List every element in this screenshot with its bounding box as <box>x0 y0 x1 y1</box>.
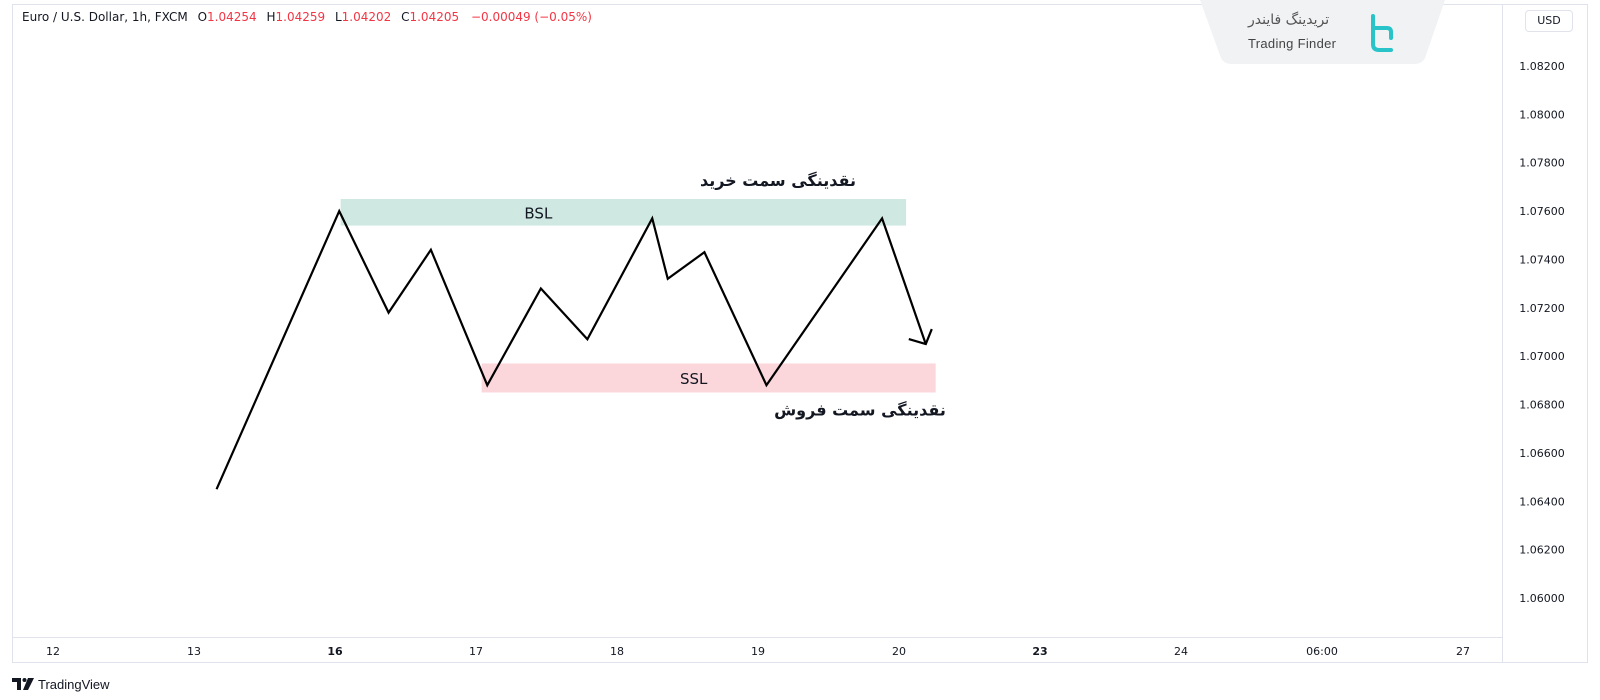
low-value: 1.04202 <box>341 10 392 24</box>
plot-area[interactable]: BSL نقدینگی سمت خرید SSL نقدینگی سمت فروش <box>12 4 1502 637</box>
time-tick-label: 16 <box>327 645 343 658</box>
time-tick-label: 19 <box>751 645 765 658</box>
price-tick-label: 1.07800 <box>1519 157 1565 170</box>
time-scale[interactable]: 12 13 16 17 18 19 20 23 24 06:00 27 <box>12 637 1502 663</box>
time-tick-label: 06:00 <box>1306 645 1338 658</box>
time-tick-label: 18 <box>610 645 624 658</box>
high-key: H <box>266 10 276 24</box>
price-tick-label: 1.07000 <box>1519 350 1565 363</box>
price-tick-label: 1.06200 <box>1519 544 1565 557</box>
price-tick-label: 1.07200 <box>1519 302 1565 315</box>
change-value: −0.00049 (−0.05%) <box>470 10 592 24</box>
high-value: 1.04259 <box>275 10 326 24</box>
time-tick-label: 24 <box>1174 645 1188 658</box>
time-tick-label: 13 <box>187 645 201 658</box>
ssl-caption: نقدینگی سمت فروش <box>774 400 946 419</box>
close-key: C <box>401 10 410 24</box>
chart-frame <box>12 4 1588 663</box>
price-path-line <box>215 208 927 490</box>
watermark-backdrop <box>1200 0 1445 64</box>
trading-finder-logo-icon <box>1371 14 1393 52</box>
tradingview-logo-icon <box>12 678 34 690</box>
price-tick-label: 1.08000 <box>1519 108 1565 121</box>
open-value: 1.04254 <box>207 10 257 24</box>
price-tick-label: 1.07600 <box>1519 205 1565 218</box>
watermark-persian-text: تریدینگ فایندر <box>1248 12 1330 28</box>
symbol-legend: Euro / U.S. Dollar, 1h, FXCM O1.04254 H1… <box>22 10 592 24</box>
price-tick-label: 1.07400 <box>1519 253 1565 266</box>
price-tick-label: 1.06400 <box>1519 495 1565 508</box>
price-tick-label: 1.06000 <box>1519 592 1565 605</box>
plot-svg: BSL نقدینگی سمت خرید SSL نقدینگی سمت فروش <box>215 171 946 490</box>
ssl-zone <box>481 363 936 393</box>
low-key: L <box>334 10 342 24</box>
symbol-title[interactable]: Euro / U.S. Dollar, 1h, FXCM <box>22 10 188 24</box>
price-tick-label: 1.06800 <box>1519 399 1565 412</box>
bsl-label: BSL <box>524 204 553 222</box>
close-value: 1.04205 <box>409 10 460 24</box>
bsl-zone <box>340 199 907 226</box>
currency-button[interactable]: USD <box>1525 10 1573 32</box>
price-axis-svg: 1.08200 1.08000 1.07800 1.07600 1.07400 1.072… <box>1519 60 1565 605</box>
bsl-caption: نقدینگی سمت خرید <box>700 171 856 190</box>
price-tick-label: 1.06600 <box>1519 447 1565 460</box>
tradingview-brand[interactable]: TradingView <box>12 676 110 692</box>
time-axis-svg: 12 13 16 17 18 19 20 23 24 06:00 27 <box>46 645 1470 658</box>
time-tick-label: 17 <box>469 645 483 658</box>
price-tick-label: 1.08200 <box>1519 60 1565 73</box>
open-key: O <box>197 10 208 24</box>
time-tick-label: 20 <box>892 645 906 658</box>
time-tick-label: 27 <box>1456 645 1470 658</box>
price-scale[interactable]: 1.08200 1.08000 1.07800 1.07600 1.07400 1.072… <box>1502 4 1588 663</box>
watermark-english-text: Trading Finder <box>1248 36 1337 51</box>
time-tick-label: 12 <box>46 645 60 658</box>
ssl-label: SSL <box>680 370 708 388</box>
tradingview-label: TradingView <box>38 676 110 692</box>
time-tick-label: 23 <box>1032 645 1047 658</box>
